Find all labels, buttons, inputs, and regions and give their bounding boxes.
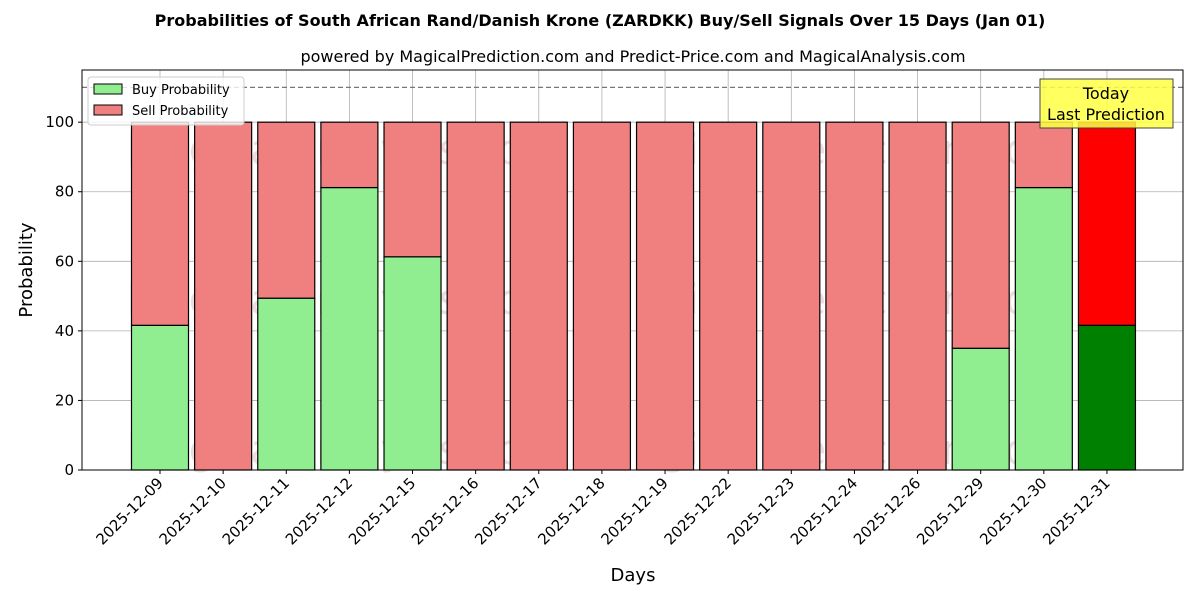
sell-bar-2025-12-31 — [1077, 121, 1137, 326]
x-tick-label: 2025-12-31 — [1039, 474, 1113, 548]
x-tick-label: 2025-12-10 — [156, 474, 230, 548]
legend-box — [87, 76, 245, 126]
legend-label-sell: Sell Probability — [132, 104, 229, 119]
y-tick-label: 0 — [64, 461, 74, 479]
bars — [130, 121, 1137, 471]
sell-bar-2025-12-09 — [130, 121, 190, 326]
annotation-line1: Today — [1082, 84, 1129, 103]
legend-label-buy: Buy Probability — [132, 83, 230, 98]
buy-bar-2025-12-30 — [1014, 186, 1073, 471]
sell-bar-2025-12-22 — [699, 121, 758, 471]
sell-bar-2025-12-15 — [383, 121, 442, 258]
sell-bar-2025-12-24 — [825, 121, 884, 471]
sell-bar-2025-12-30 — [1014, 121, 1073, 189]
sell-bar-2025-12-18 — [572, 121, 632, 471]
x-tick-label: 2025-12-24 — [787, 474, 861, 548]
today-annotation: Today Last Prediction — [1039, 78, 1174, 129]
sell-bar-2025-12-17 — [509, 121, 568, 471]
x-tick-label: 2025-12-19 — [597, 474, 671, 548]
y-ticks: 0 20 40 60 80 100 — [45, 113, 82, 479]
x-ticks: 2025-12-092025-12-102025-12-112025-12-12… — [92, 470, 1114, 548]
x-tick-label: 2025-12-29 — [913, 474, 987, 548]
buy-bar-2025-12-09 — [130, 324, 190, 471]
x-tick-label: 2025-12-09 — [92, 474, 166, 548]
legend-swatch-sell — [93, 104, 123, 116]
x-tick-label: 2025-12-18 — [534, 474, 608, 548]
buy-bar-2025-12-11 — [257, 297, 316, 471]
sell-bar-2025-12-26 — [888, 121, 947, 471]
y-axis-label: Probability — [16, 222, 37, 317]
y-tick-label: 60 — [55, 252, 74, 270]
sell-bar-2025-12-29 — [951, 121, 1010, 349]
sell-bar-2025-12-19 — [635, 121, 695, 471]
sell-bar-2025-12-23 — [762, 121, 821, 471]
y-tick-label: 80 — [55, 183, 74, 201]
legend-swatch-buy — [93, 83, 123, 95]
x-tick-label: 2025-12-26 — [850, 474, 924, 548]
sell-bar-2025-12-16 — [446, 121, 505, 471]
x-tick-label: 2025-12-17 — [471, 474, 545, 548]
x-tick-label: 2025-12-15 — [345, 474, 419, 548]
buy-bar-2025-12-15 — [383, 256, 442, 471]
chart-title: Probabilities of South African Rand/Dani… — [155, 11, 1046, 30]
x-tick-label: 2025-12-12 — [282, 474, 356, 548]
sell-bar-2025-12-10 — [194, 121, 253, 471]
y-tick-label: 20 — [55, 391, 74, 409]
plot-frame — [81, 69, 1184, 471]
x-tick-label: 2025-12-16 — [408, 474, 482, 548]
legend: Buy Probability Sell Probability — [87, 76, 245, 126]
buy-bar-2025-12-31 — [1077, 324, 1137, 471]
chart-subtitle: powered by MagicalPrediction.com and Pre… — [300, 47, 965, 66]
x-tick-label: 2025-12-22 — [661, 474, 735, 548]
x-tick-label: 2025-12-11 — [219, 474, 293, 548]
buy-bar-2025-12-12 — [320, 186, 379, 471]
x-tick-label: 2025-12-23 — [724, 474, 798, 548]
y-tick-label: 100 — [45, 113, 74, 131]
sell-bar-2025-12-12 — [320, 121, 379, 189]
y-tick-label: 40 — [55, 322, 74, 340]
x-tick-label: 2025-12-30 — [976, 474, 1050, 548]
sell-bar-2025-12-11 — [257, 121, 316, 299]
annotation-line2: Last Prediction — [1047, 105, 1165, 124]
x-axis-label: Days — [611, 565, 656, 586]
annotation-box — [1039, 78, 1174, 129]
buy-bar-2025-12-29 — [951, 347, 1010, 471]
